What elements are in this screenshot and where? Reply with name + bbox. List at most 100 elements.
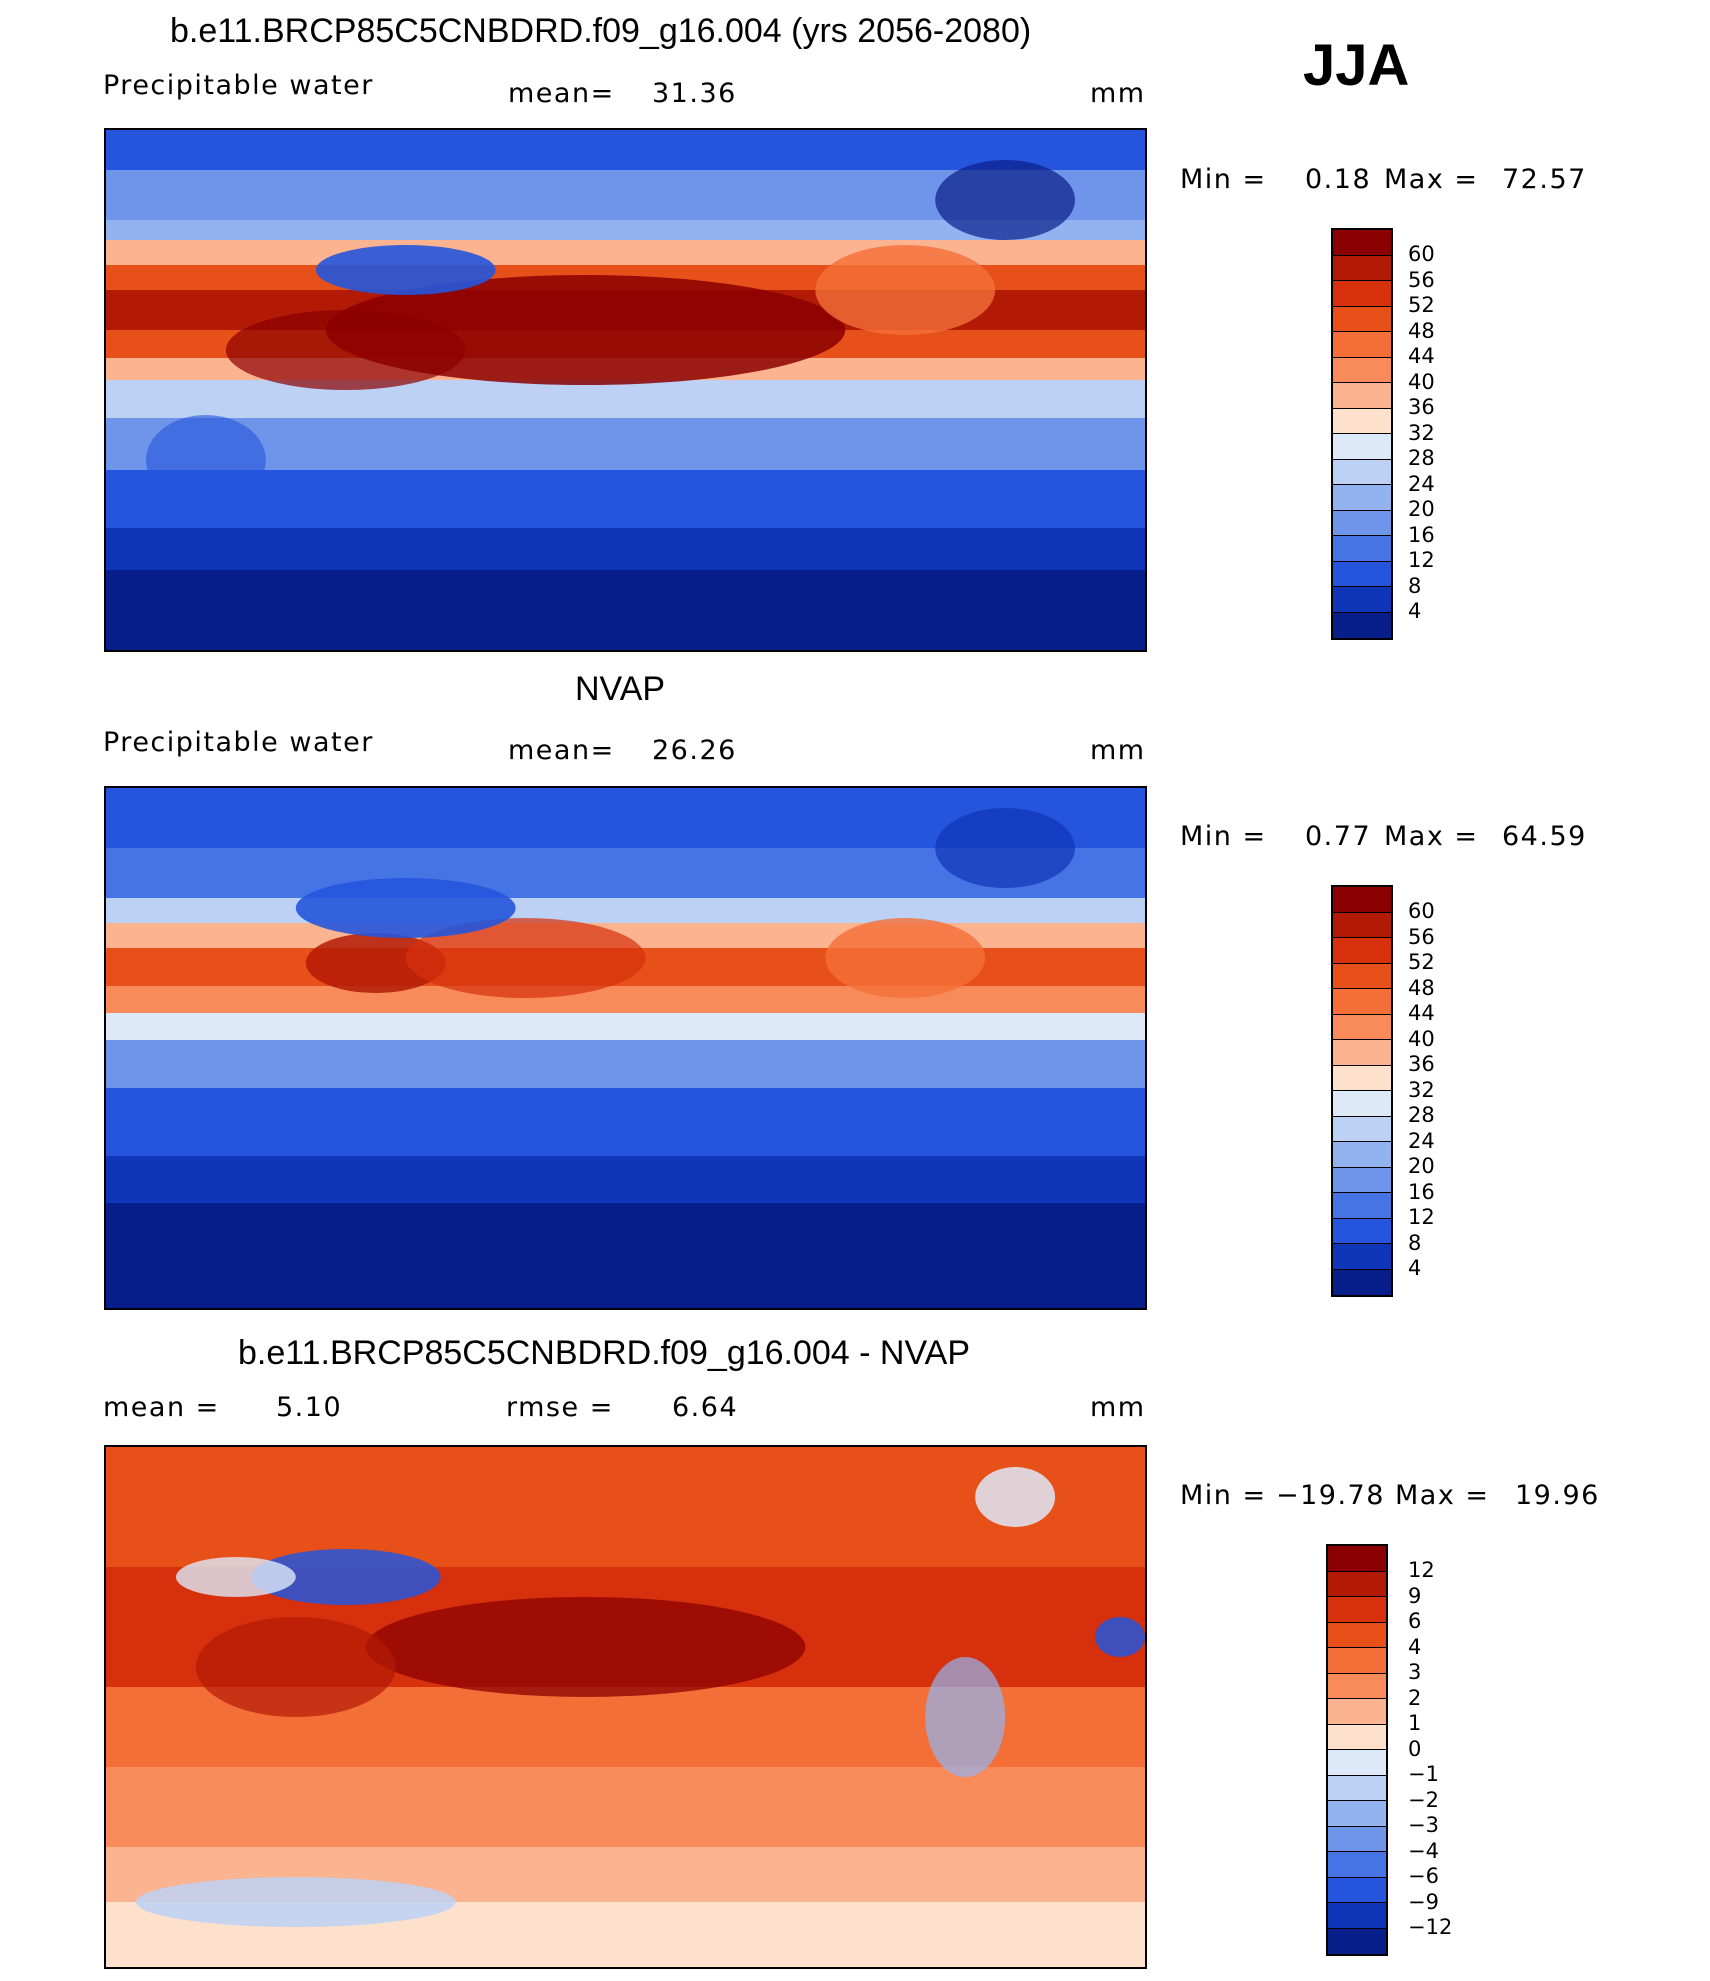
panel-2-map <box>104 786 1147 1310</box>
colorbar-tick-label: 36 <box>1408 1052 1435 1076</box>
colorbar-segment <box>1328 1724 1386 1750</box>
panel-2-map-field <box>106 788 1145 1308</box>
colorbar-segment <box>1328 1877 1386 1903</box>
colorbar-segment <box>1328 1546 1386 1572</box>
colorbar-segment <box>1333 1091 1391 1117</box>
colorbar-segment <box>1333 587 1391 613</box>
panel-1-title: b.e11.BRCP85C5CNBDRD.f09_g16.004 (yrs 20… <box>170 12 1032 50</box>
colorbar-tick-label: 16 <box>1408 1179 1435 1204</box>
colorbar-segment <box>1333 912 1391 938</box>
panel-1-max-label: Max = <box>1384 164 1479 195</box>
colorbar-segment <box>1333 1116 1391 1142</box>
panel-2-units: mm <box>1090 735 1146 766</box>
colorbar-tick-label: 48 <box>1408 318 1435 343</box>
colorbar-tick-label: 52 <box>1408 293 1435 317</box>
colorbar-tick-label: 1 <box>1408 1711 1422 1735</box>
colorbar-segment <box>1333 281 1391 307</box>
panel-3-mean-value: 5.10 <box>276 1392 343 1423</box>
panel-2-min-value: 0.77 <box>1305 821 1372 852</box>
colorbar-segment <box>1328 1852 1386 1878</box>
colorbar-tick-label: 32 <box>1408 1077 1435 1102</box>
colorbar-tick-label: 20 <box>1408 1154 1435 1178</box>
colorbar-segment <box>1328 1699 1386 1725</box>
colorbar-tick-label: −12 <box>1408 1915 1453 1939</box>
colorbar-tick-label: 40 <box>1408 1026 1435 1051</box>
colorbar-segment <box>1333 408 1391 434</box>
colorbar-segment <box>1328 1673 1386 1699</box>
panel-1-mean-value: 31.36 <box>652 78 737 109</box>
colorbar-tick-label: 20 <box>1408 497 1435 521</box>
colorbar-tick-label: 48 <box>1408 975 1435 1000</box>
panel-3-mean-label: mean = <box>103 1392 220 1423</box>
panel-1-mean-label: mean= <box>508 78 615 109</box>
colorbar-tick-label: 60 <box>1408 899 1435 923</box>
colorbar-segment <box>1333 989 1391 1015</box>
colorbar-segment <box>1333 485 1391 511</box>
panel-1-max-value: 72.57 <box>1502 164 1587 195</box>
colorbar-tick-label: 9 <box>1408 1583 1422 1608</box>
colorbar-tick-label: 4 <box>1408 599 1422 623</box>
colorbar-tick-label: 12 <box>1408 1205 1435 1229</box>
colorbar-segment <box>1328 1597 1386 1623</box>
panel-1-min-label: Min = <box>1180 164 1267 195</box>
colorbar-segment <box>1328 1775 1386 1801</box>
colorbar-segment <box>1333 1244 1391 1270</box>
panel-3-colorbar <box>1326 1544 1388 1956</box>
panel-3-rmse-value: 6.64 <box>672 1392 739 1423</box>
colorbar-segment <box>1333 612 1391 638</box>
colorbar-tick-label: 44 <box>1408 344 1435 368</box>
colorbar-tick-label: −1 <box>1408 1762 1439 1786</box>
colorbar-tick-label: 24 <box>1408 471 1435 496</box>
colorbar-tick-label: 2 <box>1408 1685 1422 1710</box>
colorbar-segment <box>1333 510 1391 536</box>
colorbar-tick-label: −6 <box>1408 1864 1439 1888</box>
colorbar-tick-label: 4 <box>1408 1256 1422 1280</box>
colorbar-segment <box>1328 1571 1386 1597</box>
colorbar-tick-label: 56 <box>1408 267 1435 292</box>
colorbar-tick-label: 12 <box>1408 548 1435 572</box>
colorbar-segment <box>1328 1826 1386 1852</box>
colorbar-tick-label: 6 <box>1408 1609 1422 1633</box>
panel-1-min-value: 0.18 <box>1305 164 1372 195</box>
panel-1-colorbar <box>1331 228 1393 640</box>
colorbar-segment <box>1333 459 1391 485</box>
colorbar-segment <box>1333 383 1391 409</box>
colorbar-tick-label: 0 <box>1408 1736 1422 1761</box>
panel-1-map <box>104 128 1147 652</box>
panel-1-map-field <box>106 130 1145 650</box>
colorbar-segment <box>1328 1622 1386 1648</box>
colorbar-tick-label: 24 <box>1408 1128 1435 1153</box>
colorbar-tick-label: 8 <box>1408 1230 1422 1255</box>
colorbar-tick-label: 32 <box>1408 420 1435 445</box>
colorbar-tick-label: 16 <box>1408 522 1435 547</box>
colorbar-tick-label: 44 <box>1408 1001 1435 1025</box>
colorbar-segment <box>1333 963 1391 989</box>
colorbar-tick-label: 52 <box>1408 950 1435 974</box>
colorbar-segment <box>1328 1903 1386 1929</box>
colorbar-tick-label: −9 <box>1408 1889 1439 1914</box>
panel-2-max-label: Max = <box>1384 821 1479 852</box>
colorbar-tick-label: −2 <box>1408 1787 1439 1812</box>
colorbar-tick-label: 60 <box>1408 242 1435 266</box>
colorbar-segment <box>1333 255 1391 281</box>
panel-3-map-field <box>106 1447 1145 1967</box>
colorbar-segment <box>1333 332 1391 358</box>
colorbar-segment <box>1328 1928 1386 1954</box>
colorbar-segment <box>1333 1040 1391 1066</box>
colorbar-tick-label: 3 <box>1408 1660 1422 1684</box>
season-label: JJA <box>1303 33 1410 98</box>
colorbar-tick-label: −4 <box>1408 1838 1439 1863</box>
colorbar-segment <box>1328 1750 1386 1776</box>
colorbar-segment <box>1333 536 1391 562</box>
panel-3-rmse-label: rmse = <box>506 1392 614 1423</box>
colorbar-segment <box>1333 1218 1391 1244</box>
colorbar-segment <box>1333 306 1391 332</box>
panel-2-colorbar <box>1331 885 1393 1297</box>
panel-1-units: mm <box>1090 78 1146 109</box>
panel-1-variable-label: Precipitable water <box>103 70 374 101</box>
panel-3-units: mm <box>1090 1392 1146 1423</box>
colorbar-segment <box>1333 561 1391 587</box>
colorbar-tick-label: 8 <box>1408 573 1422 598</box>
colorbar-tick-label: 12 <box>1408 1558 1435 1582</box>
panel-3-max-value: 19.96 <box>1515 1480 1600 1511</box>
